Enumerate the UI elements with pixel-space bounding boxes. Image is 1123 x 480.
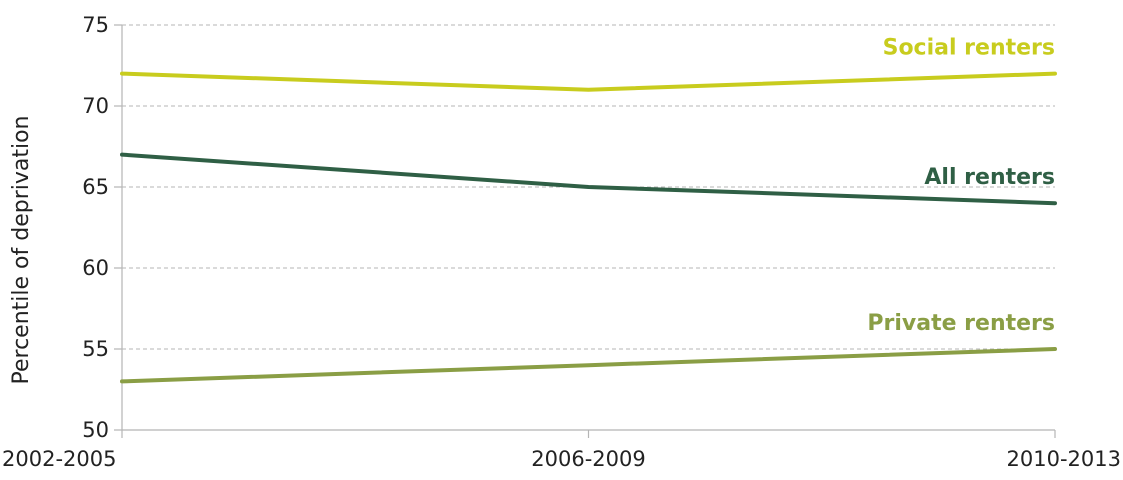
y-tick-label-50: 50 [82, 418, 109, 442]
series-label-social-renters: Social renters [883, 36, 1055, 61]
y-tick-label-65: 65 [82, 175, 109, 199]
axis-layer: 50 55 60 65 70 75 2002-2005 2006-2009 2010-2013 [2, 13, 1121, 471]
y-tick-label-75: 75 [82, 13, 109, 37]
y-tick-label-70: 70 [82, 94, 109, 118]
series-label-all-renters: All renters [924, 165, 1055, 190]
y-axis-title: Percentile of deprivation [9, 116, 34, 385]
y-tick-label-60: 60 [82, 256, 109, 280]
series-line-all-renters [120, 152, 1057, 206]
series-line-social-renters [120, 71, 1057, 92]
x-tick-label-1: 2006-2009 [531, 447, 645, 471]
x-tick-label-0: 2002-2005 [2, 447, 116, 471]
series-layer [120, 71, 1057, 384]
label-layer: Social renters All renters Private renters [867, 36, 1055, 336]
series-line-private-renters [120, 347, 1057, 384]
grid-layer [122, 24, 1055, 350]
series-label-private-renters: Private renters [867, 311, 1055, 336]
x-tick-label-2: 2010-2013 [1007, 447, 1121, 471]
y-tick-label-55: 55 [82, 337, 109, 361]
